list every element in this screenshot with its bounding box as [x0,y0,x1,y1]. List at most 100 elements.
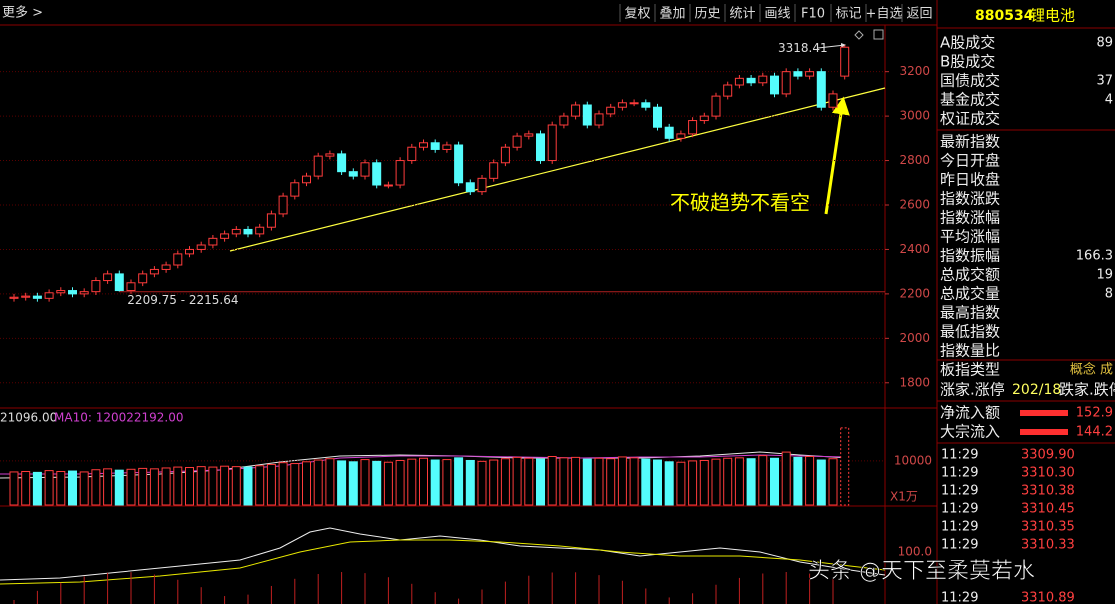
candle-body [149,268,159,275]
y-tick-label: 1800 [899,375,930,389]
candle-body [758,75,768,84]
panel-label: 最高指数 [940,304,1000,322]
candle-body [477,177,487,193]
candle-body [793,71,803,77]
y-tick-label: 2200 [899,286,930,300]
toolbar-button[interactable]: F10 [801,7,825,22]
toolbar-button[interactable]: 统计 [729,7,755,22]
candle-body [629,102,639,105]
volume-bar [547,456,557,506]
volume-bar [653,459,662,506]
flow-bar [1020,429,1068,435]
volume-bar [524,457,534,506]
volume-bar [641,458,651,506]
candle-body [606,106,616,115]
candle-body [32,295,42,299]
candle-body [313,155,323,177]
tick-price: 3309.90 [1021,448,1075,463]
volume-bar [231,466,241,506]
tick-price: 3310.35 [1021,520,1075,535]
candle-body [407,146,417,162]
panel-label: 国债成交 [940,72,1000,90]
volume-bar [383,461,393,506]
volume-bar [536,458,545,506]
volume-bar [793,456,803,506]
panel-label: 总成交额 [940,266,1000,284]
volume-bar [828,458,838,506]
high-arrow [817,42,846,49]
volume-bar [407,458,417,506]
toolbar-button[interactable]: 复权 [624,6,650,22]
candle-body [278,195,288,215]
indicator-line [0,539,886,585]
candle-body [383,184,393,187]
volume-bar [196,466,206,506]
candle-body [688,120,698,135]
volume-bar [489,459,499,506]
candle-body [594,113,604,126]
volume-bar [79,471,89,506]
panel-label: 指数振幅 [940,247,1000,265]
volume-bar [430,459,440,506]
candle-body [840,46,850,77]
candle-body [243,228,253,235]
toolbar-button[interactable]: 历史 [694,7,720,22]
candle-body [664,126,674,139]
y-tick-label: 2000 [899,331,930,345]
toolbar-button[interactable]: +自选 [866,7,903,22]
volume-bar [21,470,31,506]
panel-label: 最低指数 [940,323,1000,341]
volume-bar [114,469,124,506]
candle-body [816,71,826,108]
volume-bar [185,467,194,506]
panel-label: 平均涨幅 [940,228,1000,246]
tick-time: 11:29 [941,591,978,604]
candle-body [770,75,779,95]
volume-bar [255,465,265,506]
y-tick-label: 2800 [899,153,930,167]
candle-body [465,182,475,193]
volume-bar [220,465,230,506]
candle-body [196,244,206,250]
candle-body [56,290,66,294]
toolbar-button[interactable]: 叠加 [659,7,685,22]
candle-body [208,237,218,246]
volume-bar [337,460,347,506]
box-icon[interactable] [873,29,884,40]
volume-bar [149,468,159,506]
volume-bar [103,468,113,506]
panel-label: 权证成交 [940,110,1000,128]
trend-line [229,87,886,252]
volume-bar [805,456,815,506]
panel-value: 166.3 [1076,249,1113,264]
panel-label: 大宗流入 [940,423,1000,441]
volume-bar [32,471,42,506]
tick-time: 11:29 [941,502,978,517]
volume-bar [68,470,77,506]
annotation: 不破趋势不看空 [670,191,810,215]
candle-body [91,280,101,293]
toolbar-button[interactable]: 返回 [906,7,932,22]
more-button[interactable]: 更多 > [2,5,43,21]
volume-bar [243,466,253,506]
panel-value: 202/18 [1012,382,1061,398]
diamond-icon[interactable] [854,30,864,40]
candle-body [828,93,838,108]
volume-bar [571,456,581,506]
candle-body [781,71,791,95]
panel-label: 涨家.涨停 [940,381,1005,399]
panel-label: 最新指数 [940,133,1000,151]
toolbar-button[interactable]: 画线 [764,7,790,22]
volume-bar [91,469,101,506]
tick-time: 11:29 [941,448,978,463]
volume-bar [9,471,19,506]
toolbar-button[interactable]: 标记 [835,7,861,22]
candle-body [395,160,405,186]
volume-bar [840,427,850,506]
panel-value: 8 [1105,287,1113,302]
volume-bar [372,460,382,506]
panel-label: 指数涨跌 [940,190,1000,208]
candle-body [500,146,510,164]
candle-body [255,226,265,235]
volume-bar [208,466,218,506]
